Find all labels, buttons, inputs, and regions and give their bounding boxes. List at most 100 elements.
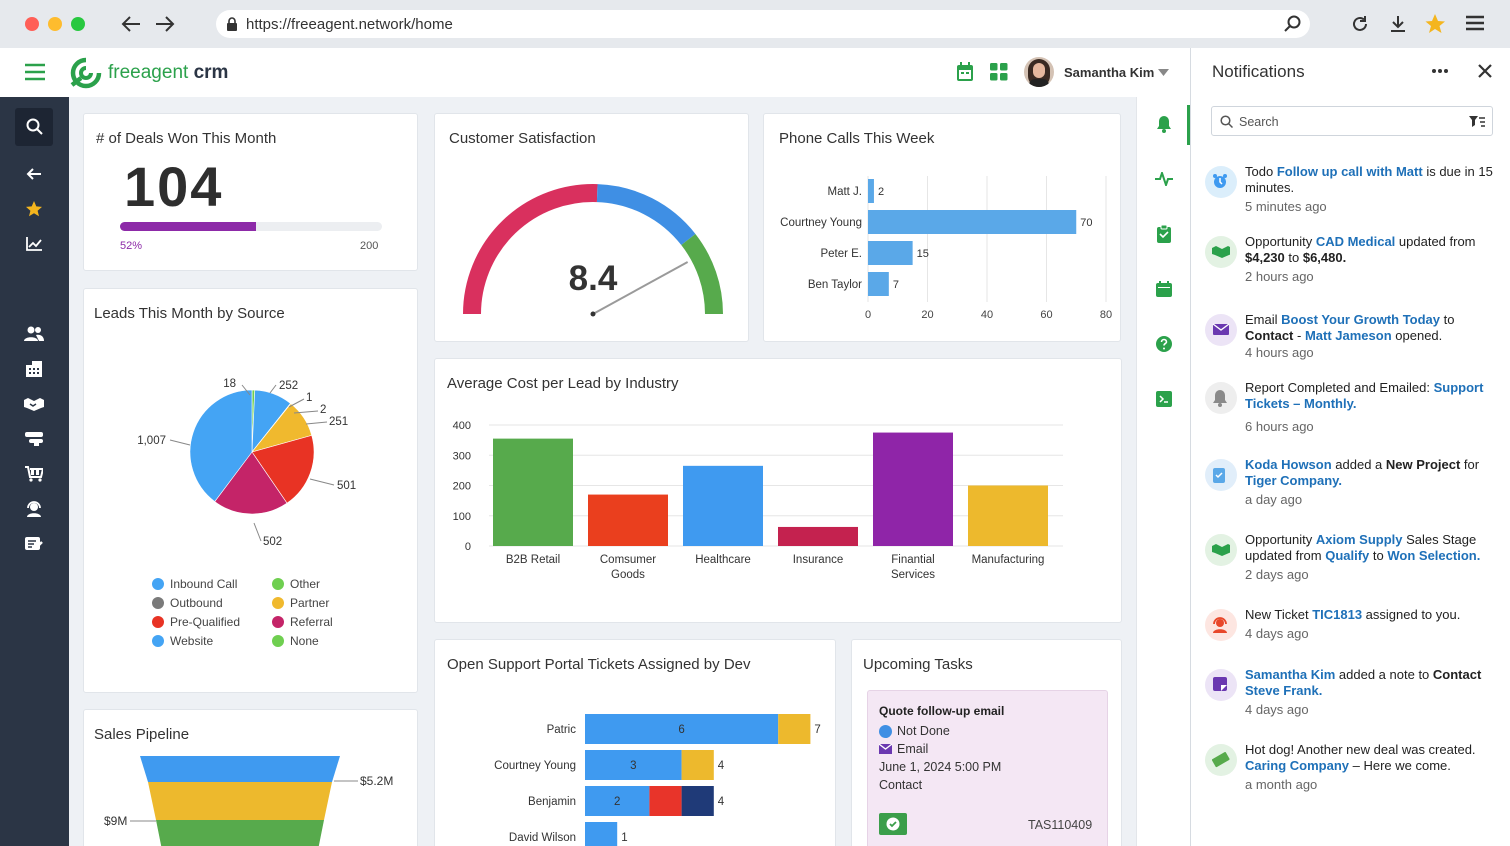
- notification-link[interactable]: Axiom Supply: [1315, 532, 1403, 547]
- apps-grid-icon[interactable]: [990, 63, 1008, 81]
- sidebar-item-tickets[interactable]: [24, 534, 44, 554]
- notification-link[interactable]: Boost Your Growth Today: [1281, 312, 1441, 327]
- widget-title: Upcoming Tasks: [863, 656, 973, 673]
- notification-link[interactable]: Support Tickets – Monthly.: [1245, 380, 1484, 411]
- notifications-search-input[interactable]: Search: [1211, 106, 1493, 136]
- task-card[interactable]: Quote follow-up email Not Done Email Jun…: [867, 690, 1108, 846]
- task-date: June 1, 2024 5:00 PM: [879, 760, 1002, 774]
- slice-leader-line: [169, 439, 191, 446]
- deals-won-widget[interactable]: # of Deals Won This Month 104 52% 200: [83, 113, 418, 271]
- funnel-stage-3: [156, 820, 324, 846]
- notification-link[interactable]: CAD Medical: [1315, 234, 1396, 249]
- envelope-icon-glyph: [1212, 323, 1230, 335]
- back-arrow-icon[interactable]: [120, 14, 142, 34]
- forward-arrow-icon[interactable]: [154, 14, 176, 34]
- minimize-window-button[interactable]: [48, 17, 62, 31]
- category-label: Manufacturing: [972, 554, 1045, 566]
- rail-tasks-button[interactable]: [1155, 225, 1173, 243]
- notification-link[interactable]: Follow up call with Matt: [1276, 164, 1423, 179]
- cost-per-lead-widget[interactable]: Average Cost per Lead by Industry 0 100 20…: [434, 358, 1122, 623]
- legend-item[interactable]: Outbound: [152, 596, 223, 610]
- notification-link[interactable]: TIC1813: [1312, 607, 1363, 622]
- notification-link[interactable]: Koda Howson: [1245, 457, 1332, 472]
- hamburger-menu-icon[interactable]: [25, 63, 45, 81]
- task-type: Email: [897, 742, 929, 756]
- clipboard-icon-glyph: [1213, 468, 1225, 483]
- sidebar-item-favorites[interactable]: [24, 199, 44, 219]
- legend-item[interactable]: Referral: [272, 615, 333, 629]
- customer-satisfaction-widget[interactable]: Customer Satisfaction 8.4: [434, 113, 749, 342]
- avatar[interactable]: [1024, 57, 1054, 87]
- legend-item[interactable]: Website: [152, 634, 213, 648]
- sidebar-search-button[interactable]: [15, 108, 53, 146]
- notification-text-part: -: [1293, 328, 1305, 343]
- notification-link[interactable]: Steve Frank.: [1245, 683, 1323, 698]
- legend-swatch: [152, 635, 164, 647]
- deals-progress-label: 52%: [120, 240, 143, 252]
- slice-label: 501: [337, 480, 356, 492]
- sidebar-item-deals[interactable]: [24, 394, 44, 414]
- category-label: Healthcare: [695, 554, 751, 566]
- sidebar-item-orders[interactable]: [24, 464, 44, 484]
- browser-menu-icon[interactable]: [1466, 15, 1484, 31]
- notification-link[interactable]: Caring Company: [1245, 758, 1350, 773]
- legend-item[interactable]: Partner: [272, 596, 329, 610]
- bar-segment: [585, 786, 650, 816]
- chevron-down-icon[interactable]: [1158, 69, 1169, 76]
- notification-time: a day ago: [1245, 492, 1303, 507]
- note-icon-glyph: [1213, 677, 1227, 691]
- bar: [683, 465, 763, 546]
- notification-text-part: New Project: [1385, 457, 1461, 472]
- support-tickets-widget[interactable]: Open Support Portal Tickets Assigned by …: [434, 639, 836, 846]
- address-bar[interactable]: https://freeagent.network/home: [216, 10, 1310, 38]
- close-window-button[interactable]: [25, 17, 39, 31]
- calendar-icon[interactable]: [956, 62, 974, 82]
- legend-item[interactable]: Inbound Call: [152, 577, 237, 591]
- sidebar-item-accounts[interactable]: [24, 359, 44, 379]
- leads-by-source-widget[interactable]: Leads This Month by Source 18 252 1 2 251 501…: [83, 288, 418, 693]
- notification-link[interactable]: Won Selection.: [1387, 548, 1481, 563]
- notification-link[interactable]: Samantha Kim: [1245, 667, 1336, 682]
- x-tick-label: 40: [981, 309, 993, 321]
- rail-console-button[interactable]: [1155, 390, 1173, 408]
- close-icon[interactable]: [1478, 64, 1492, 78]
- phone-calls-widget[interactable]: Phone Calls This Week 0 20 40 60 80 Matt J. 2 C…: [763, 113, 1121, 342]
- download-icon[interactable]: [1388, 14, 1408, 34]
- rail-calendar-button[interactable]: [1155, 280, 1173, 298]
- legend-item[interactable]: None: [272, 634, 319, 648]
- notification-text-part: Opportunity: [1245, 532, 1316, 547]
- filter-icon[interactable]: [1469, 115, 1485, 128]
- maximize-window-button[interactable]: [71, 17, 85, 31]
- sidebar-item-contacts[interactable]: [24, 324, 44, 344]
- funnel-stage-1: [140, 756, 340, 782]
- more-options-icon[interactable]: [1432, 69, 1448, 73]
- notification-link[interactable]: Matt Jameson: [1304, 328, 1392, 343]
- category-label: B2B Retail: [506, 554, 560, 566]
- funnel-label-2: $9M: [104, 814, 127, 828]
- star-icon[interactable]: [1424, 13, 1446, 35]
- search-icon[interactable]: [1284, 15, 1302, 33]
- complete-task-button[interactable]: [879, 813, 907, 835]
- rail-notifications-button[interactable]: [1155, 115, 1173, 133]
- notification-time: 4 hours ago: [1245, 345, 1314, 360]
- upcoming-tasks-widget[interactable]: Upcoming Tasks Quote follow-up email Not…: [851, 639, 1122, 846]
- search-placeholder: Search: [1239, 115, 1279, 129]
- notification-link[interactable]: Qualify: [1325, 548, 1370, 563]
- clipboard-icon: [1205, 459, 1237, 491]
- sidebar-back-button[interactable]: [24, 164, 44, 184]
- rail-help-button[interactable]: [1155, 335, 1173, 353]
- app-logo[interactable]: freeagent crm: [69, 56, 228, 90]
- sidebar-item-support[interactable]: [24, 499, 44, 519]
- user-name[interactable]: Samantha Kim: [1064, 65, 1155, 80]
- legend-item[interactable]: Other: [272, 577, 320, 591]
- notification-link[interactable]: Tiger Company.: [1245, 473, 1343, 488]
- reload-icon[interactable]: [1350, 14, 1370, 34]
- x-tick-label: 80: [1100, 309, 1112, 321]
- sidebar-item-reports[interactable]: [24, 234, 44, 254]
- rail-activity-button[interactable]: [1155, 170, 1173, 188]
- legend-label: Pre-Qualified: [170, 615, 241, 629]
- sales-pipeline-widget[interactable]: Sales Pipeline $5.2M $9M: [83, 709, 418, 846]
- widget-title: Average Cost per Lead by Industry: [447, 375, 679, 392]
- legend-item[interactable]: Pre-Qualified: [152, 615, 240, 629]
- sidebar-item-pipeline[interactable]: [24, 429, 44, 449]
